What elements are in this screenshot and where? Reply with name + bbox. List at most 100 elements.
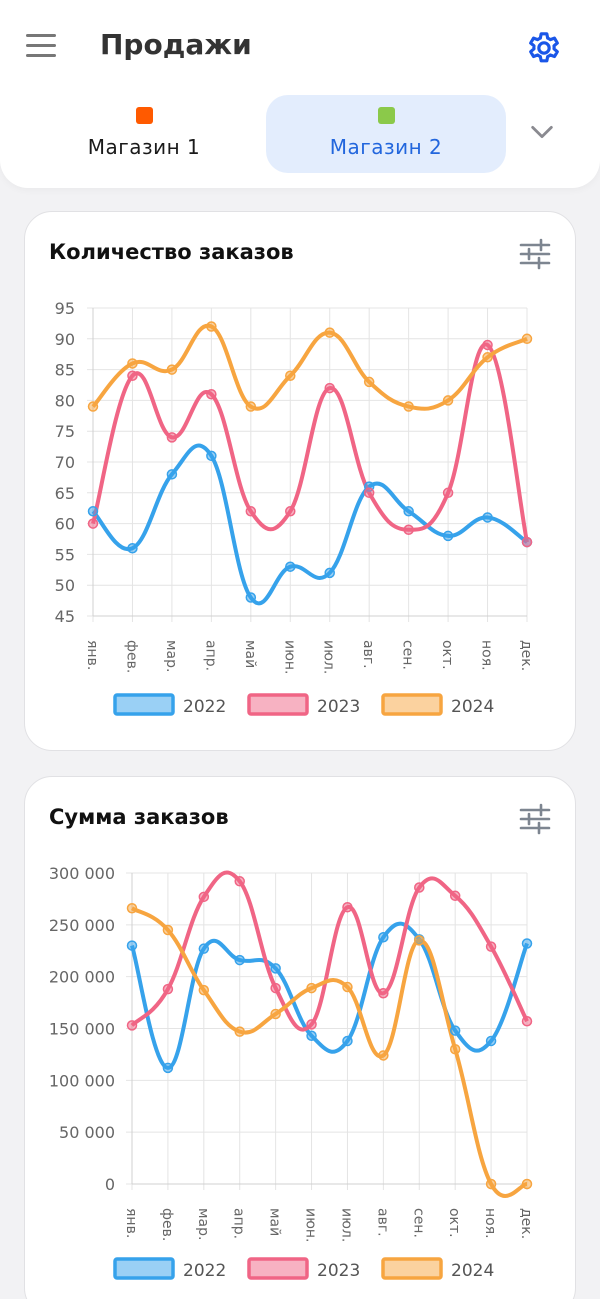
- data-point-2024[interactable]: [198, 984, 210, 996]
- y-tick-label: 75: [55, 422, 75, 441]
- data-point-2024[interactable]: [162, 924, 174, 936]
- legend-label: 2022: [183, 697, 226, 717]
- legend-item-2024[interactable]: 2024: [381, 693, 494, 717]
- data-point-2022[interactable]: [306, 1030, 317, 1042]
- data-point-2024[interactable]: [234, 1026, 245, 1037]
- legend-item-2022[interactable]: 2022: [113, 1257, 226, 1281]
- data-point-2023[interactable]: [442, 487, 454, 499]
- data-point-2022[interactable]: [403, 506, 414, 517]
- data-point-2024[interactable]: [449, 1043, 461, 1055]
- data-point-2023[interactable]: [482, 339, 493, 351]
- data-point-2023[interactable]: [245, 506, 257, 517]
- menu-icon[interactable]: [26, 34, 56, 62]
- data-point-2023[interactable]: [166, 432, 178, 443]
- data-point-2023[interactable]: [198, 891, 210, 903]
- data-point-2022[interactable]: [342, 1035, 353, 1047]
- tab-store-1[interactable]: Магазин 1: [24, 95, 264, 173]
- data-point-2023[interactable]: [87, 518, 99, 529]
- data-point-2022[interactable]: [485, 1035, 497, 1047]
- data-point-2023[interactable]: [206, 388, 217, 400]
- data-point-2022[interactable]: [245, 592, 257, 603]
- card-title: Количество заказов: [49, 240, 294, 264]
- data-point-2024[interactable]: [414, 935, 425, 946]
- data-point-2023[interactable]: [127, 370, 138, 382]
- data-point-2023[interactable]: [306, 1019, 317, 1030]
- data-point-2024[interactable]: [363, 376, 375, 388]
- data-point-2022[interactable]: [126, 940, 138, 951]
- data-point-2024[interactable]: [482, 352, 493, 363]
- data-point-2022[interactable]: [127, 542, 138, 554]
- data-point-2024[interactable]: [245, 401, 257, 412]
- data-point-2023[interactable]: [126, 1020, 138, 1031]
- x-tick-label: июн.: [303, 1208, 319, 1243]
- data-point-2022[interactable]: [521, 938, 533, 949]
- data-point-2024[interactable]: [126, 902, 138, 914]
- data-point-2024[interactable]: [521, 333, 533, 345]
- data-point-2024[interactable]: [306, 982, 317, 994]
- data-point-2024[interactable]: [442, 395, 454, 406]
- data-point-2023[interactable]: [234, 876, 245, 887]
- data-point-2024[interactable]: [342, 981, 353, 993]
- data-point-2022[interactable]: [449, 1025, 461, 1036]
- data-point-2024[interactable]: [206, 321, 217, 332]
- x-tick-label: июл.: [321, 640, 337, 674]
- data-point-2024[interactable]: [485, 1178, 497, 1190]
- legend-label: 2022: [183, 1261, 226, 1281]
- data-point-2022[interactable]: [482, 512, 493, 523]
- data-point-2023[interactable]: [285, 506, 296, 517]
- data-point-2022[interactable]: [166, 469, 178, 480]
- x-tick-label: ноя.: [482, 1208, 498, 1239]
- y-tick-label: 200 000: [49, 968, 115, 987]
- x-tick-label: мар.: [195, 1208, 211, 1240]
- legend-item-2023[interactable]: 2023: [247, 1257, 360, 1281]
- sliders-icon[interactable]: [517, 236, 553, 272]
- sliders-icon[interactable]: [517, 801, 553, 837]
- data-point-2022[interactable]: [87, 506, 99, 517]
- store-2-label: Магазин 2: [329, 135, 443, 159]
- data-point-2024[interactable]: [521, 1178, 533, 1190]
- tab-store-2[interactable]: Магазин 2: [266, 95, 506, 173]
- data-point-2024[interactable]: [324, 327, 335, 338]
- gear-icon[interactable]: [524, 28, 564, 68]
- data-point-2022[interactable]: [285, 561, 296, 572]
- series-line-2022: [130, 921, 529, 1070]
- legend-item-2023[interactable]: 2023: [247, 693, 360, 717]
- data-point-2022[interactable]: [270, 963, 281, 974]
- data-point-2023[interactable]: [363, 487, 375, 499]
- x-tick-label: мар.: [163, 640, 179, 672]
- y-tick-label: 60: [55, 515, 75, 534]
- chevron-down-icon[interactable]: [528, 118, 556, 146]
- y-tick-label: 55: [55, 545, 75, 564]
- data-point-2023[interactable]: [485, 941, 497, 952]
- legend-item-2022[interactable]: 2022: [113, 693, 226, 717]
- data-point-2022[interactable]: [206, 450, 217, 462]
- data-point-2023[interactable]: [378, 988, 389, 999]
- data-point-2023[interactable]: [162, 983, 174, 995]
- legend-swatch: [113, 693, 175, 716]
- data-point-2024[interactable]: [127, 358, 138, 369]
- data-point-2022[interactable]: [324, 567, 335, 579]
- legend-item-2024[interactable]: 2024: [381, 1257, 494, 1281]
- y-tick-label: 50: [55, 576, 75, 595]
- data-point-2022[interactable]: [234, 954, 245, 966]
- data-point-2024[interactable]: [166, 364, 178, 375]
- data-point-2024[interactable]: [285, 370, 296, 382]
- data-point-2023[interactable]: [342, 901, 353, 913]
- data-point-2022[interactable]: [442, 530, 454, 542]
- data-point-2024[interactable]: [403, 401, 414, 412]
- data-point-2023[interactable]: [403, 524, 414, 536]
- data-point-2023[interactable]: [521, 1015, 533, 1027]
- data-point-2023[interactable]: [449, 890, 461, 902]
- data-point-2024[interactable]: [87, 401, 99, 412]
- data-point-2023[interactable]: [521, 536, 533, 548]
- data-point-2022[interactable]: [162, 1062, 174, 1074]
- data-point-2023[interactable]: [270, 982, 281, 994]
- data-point-2022[interactable]: [378, 932, 389, 943]
- data-point-2024[interactable]: [378, 1050, 389, 1061]
- data-point-2024[interactable]: [270, 1008, 281, 1020]
- data-point-2022[interactable]: [198, 943, 210, 954]
- y-tick-label: 300 000: [49, 864, 115, 883]
- data-point-2023[interactable]: [324, 382, 335, 394]
- y-tick-label: 50 000: [59, 1123, 115, 1142]
- data-point-2023[interactable]: [414, 882, 425, 893]
